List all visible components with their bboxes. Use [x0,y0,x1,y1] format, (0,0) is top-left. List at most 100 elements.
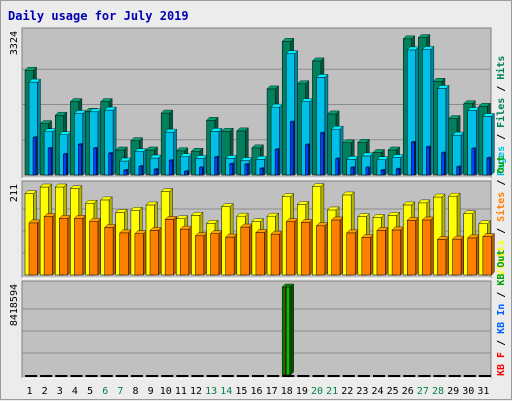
visits-bar-day-2-top [39,183,53,188]
pages-bar-day-3 [63,153,67,176]
sites-bar-day-29 [452,238,462,276]
hits-bar-day-8-top [130,137,143,141]
x-axis-day-label: 20 [311,386,323,397]
chart-panels: 3324 Pages / Files / Hits 211 Visits / Site… [9,27,507,379]
pages-bar-day-10-side [171,159,174,176]
x-axis-day-label: 31 [477,386,489,397]
files-bar-day-10-top [164,128,178,133]
x-axis-day-label: 17 [266,386,278,397]
sites-bar-day-22 [346,232,356,276]
visits-bar-day-12-top [190,212,204,216]
pages-bar-day-22-side [353,166,355,176]
sites-bar-day-28 [437,239,447,276]
x-axis-day-label: 15 [235,386,247,397]
pages-bar-day-30-top [471,147,477,149]
pages-bar-day-25-top [395,167,401,170]
pages-bar-day-15-side [247,162,250,176]
visits-bar-day-16-top [251,218,264,222]
hits-bar-day-30-top [463,100,476,104]
panel-hits-legend-item: / [496,128,507,146]
hits-bar-day-19-top [296,80,310,84]
pages-bar-day-23-side [368,166,371,176]
files-bar-day-18-top [285,50,299,54]
visits-bar-day-15-top [236,212,249,217]
hits-bar-day-11-top [175,147,189,152]
panel-kbytes-legend: KB F / KB In / KB Out [496,250,507,376]
pages-bar-day-21 [335,158,339,176]
pages-bar-day-28-top [441,151,446,154]
panel-kbytes-legend-item: KB In [496,304,507,334]
x-axis-day-label: 3 [57,386,63,397]
files-bar-day-1-top [28,78,41,83]
pages-bar-day-13 [214,156,218,176]
pages-bar-day-27 [426,146,430,176]
files-bar-day-27-top [421,46,435,50]
sites-bar-day-21 [331,219,341,276]
pages-bar-day-24 [380,170,385,176]
pages-bar-day-13-side [217,155,219,176]
visits-bar-day-27-top [417,199,431,204]
hits-bar-day-6-top [100,98,113,102]
hits-bar-day-1-top [24,67,37,71]
pages-bar-day-3-side [66,152,68,176]
pages-bar-day-14-side [232,162,234,176]
pages-bar-day-9 [153,169,158,176]
x-axis-day-labels: 1 2 3 4 5 6 7 8 9 10 11 12 13 14 15 16 17 18 19 20 21 22 23 24 2… [27,386,490,397]
hits-bar-day-31-top [478,103,491,107]
x-axis-day-label: 14 [220,386,232,397]
pages-bar-day-19 [305,144,309,176]
panel-hits-legend-item: Files [495,98,507,128]
sites-bar-day-10-top [164,216,178,220]
visits-bar-day-22-top [342,191,355,196]
x-axis-day-label: 22 [341,386,353,397]
hits-bar-day-21-top [327,110,340,115]
sites-bar-day-7 [119,232,129,276]
x-axis-day-label: 30 [462,386,474,397]
pages-bar-day-14 [229,163,233,176]
pages-bar-day-2 [47,148,52,176]
files-bar-day-21-top [331,125,344,130]
pages-bar-day-19-side [308,143,310,176]
x-axis-day-label: 16 [250,386,262,397]
pages-bar-day-26-top [410,141,416,143]
visits-bar-day-29-top [448,192,461,197]
kb-in-bar-day-18-side [289,285,291,376]
x-axis-day-label: 5 [87,386,93,397]
hits-bar-day-12-top [190,148,204,152]
hits-bar-day-2-top [39,120,53,124]
visits-bar-day-30-top [463,210,476,214]
pages-bar-day-9-top [153,168,159,170]
panel-visits-legend: Visits / Sites / Out [495,156,507,276]
pages-bar-day-16 [259,168,264,176]
files-bar-day-31-side [491,112,495,176]
visits-bar-day-8-top [130,207,143,211]
visits-bar-day-31-top [478,220,491,224]
sites-bar-day-23 [361,237,371,276]
hits-bar-day-16-top [251,144,264,149]
pages-bar-day-29 [456,166,460,176]
sites-bar-day-3 [59,218,69,276]
x-axis-day-label: 1 [27,386,33,397]
pages-bar-day-21-side [338,157,340,176]
pages-bar-day-10 [168,160,173,176]
pages-bar-day-17 [274,149,279,176]
pages-bar-day-15 [244,164,249,176]
pages-bar-day-1-side [35,136,38,176]
pages-bar-day-12-top [198,166,204,168]
sites-bar-day-2 [43,216,53,276]
visits-bar-day-14-top [221,203,234,207]
hits-bar-day-22-top [342,139,355,143]
visits-bar-day-4-top [69,185,83,189]
sites-bar-day-9 [149,230,159,276]
sites-bar-day-24 [376,230,386,276]
x-axis-day-label: 25 [387,386,399,397]
pages-bar-day-8-top [138,165,144,167]
x-axis-day-label: 7 [117,386,123,397]
pages-bar-day-25 [395,168,400,176]
visits-bar-day-18-top [281,193,295,197]
pages-bar-day-6-top [108,152,114,154]
x-axis-day-label: 21 [326,386,338,397]
hits-bar-day-15-top [236,127,249,132]
